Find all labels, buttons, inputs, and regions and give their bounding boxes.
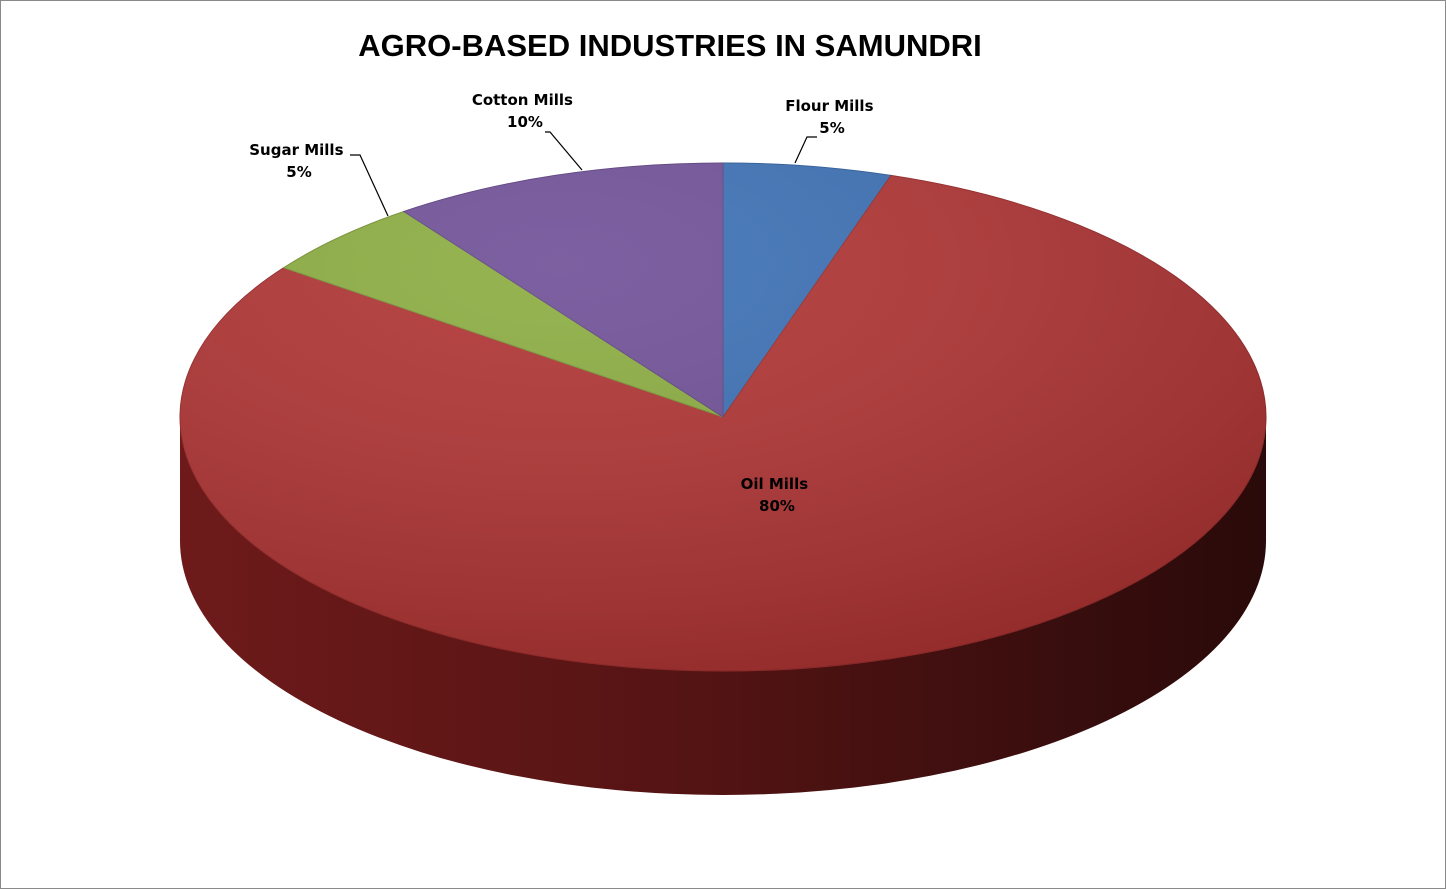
leader-line-flour-mills (794, 136, 817, 164)
slice-name-flour-mills: Flour Mills (785, 97, 873, 115)
slice-label-flour-mills: Flour Mills 5% (785, 97, 879, 137)
slice-value-flour-mills: 5% (819, 119, 844, 137)
pie-sides (180, 417, 1266, 795)
slice-value-cotton-mills: 10% (507, 113, 543, 131)
pie-slices (179, 162, 1267, 672)
slice-value-sugar-mills: 5% (286, 163, 311, 181)
slice-label-sugar-mills: Sugar Mills 5% (249, 141, 348, 181)
slice-name-cotton-mills: Cotton Mills (472, 91, 573, 109)
leader-line-cotton-mills (545, 131, 583, 171)
slice-name-oil-mills: Oil Mills (741, 475, 809, 493)
leader-lines (350, 131, 817, 217)
slice-value-oil-mills: 80% (759, 497, 795, 515)
chart-title: AGRO-BASED INDUSTRIES IN SAMUNDRI (358, 28, 981, 63)
slice-side-oil-mills (180, 417, 1266, 795)
slice-label-oil-mills: Oil Mills 80% (741, 475, 814, 515)
leader-line-sugar-mills (350, 154, 389, 217)
slice-label-cotton-mills: Cotton Mills 10% (472, 91, 578, 131)
slice-name-sugar-mills: Sugar Mills (249, 141, 343, 159)
